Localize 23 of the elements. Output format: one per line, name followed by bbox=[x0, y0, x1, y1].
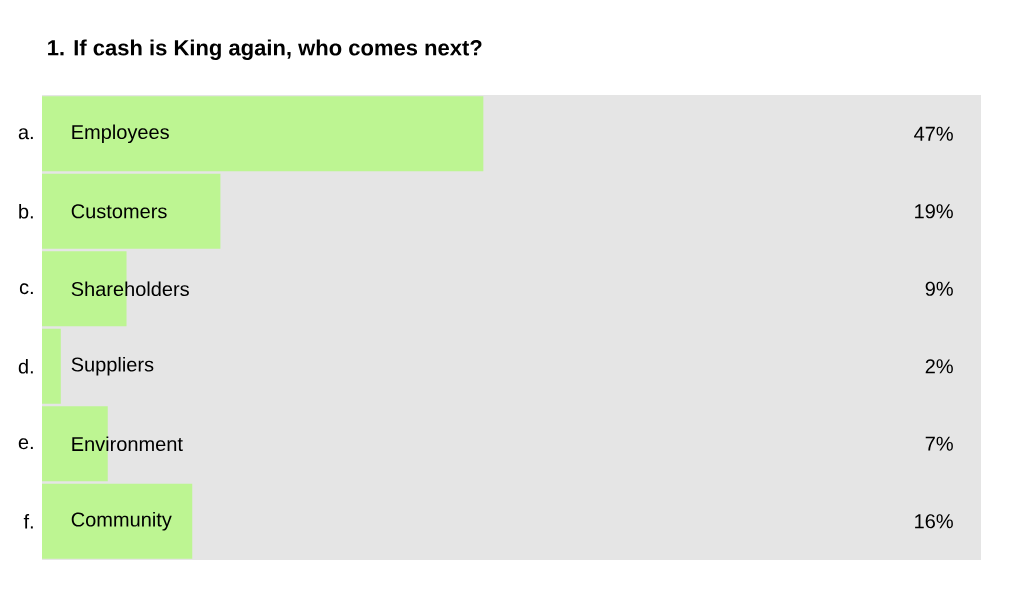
text: b. bbox=[19, 203, 33, 219]
text: d. bbox=[18, 358, 33, 374]
y-tick-label: Community bbox=[71, 511, 172, 531]
y-tick-label: Suppliers bbox=[71, 356, 154, 376]
y-tick-label: Shareholders bbox=[71, 281, 189, 297]
data-label: 2% bbox=[925, 359, 953, 374]
y-tick-label: Customers bbox=[71, 204, 167, 219]
text: e. bbox=[18, 438, 33, 450]
data-label: 47% bbox=[914, 126, 953, 141]
bar bbox=[42, 96, 484, 172]
data-label: 19% bbox=[915, 204, 953, 219]
data-label: 7% bbox=[925, 436, 953, 451]
text: c. bbox=[19, 283, 33, 295]
y-tick-label: Environment bbox=[72, 436, 183, 452]
text: f. bbox=[23, 514, 33, 529]
bar bbox=[42, 173, 221, 249]
chart-title: 1. If cash is King again, who comes next? bbox=[48, 39, 482, 60]
text: a. bbox=[18, 128, 33, 140]
bar bbox=[42, 483, 193, 559]
y-tick-label: Employees bbox=[72, 124, 169, 144]
data-label: 9% bbox=[925, 281, 953, 296]
bar bbox=[42, 328, 61, 404]
data-label: 16% bbox=[915, 514, 953, 529]
